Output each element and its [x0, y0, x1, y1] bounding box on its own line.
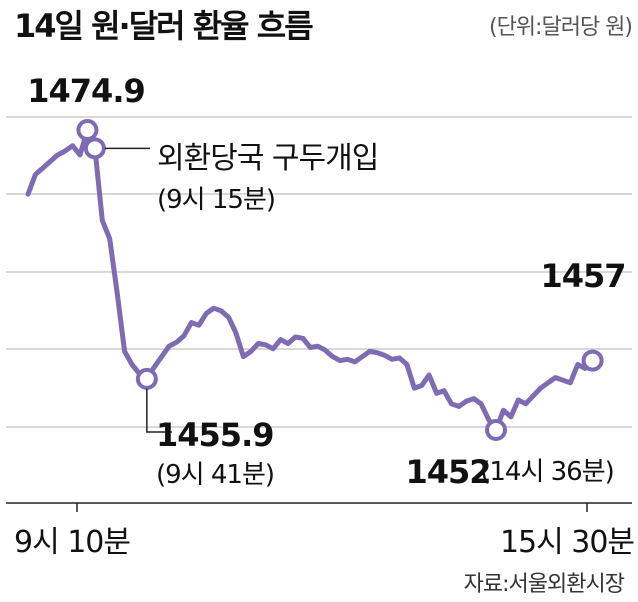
x-axis — [6, 502, 632, 512]
annotation-text: 외환당국 구두개입 — [157, 141, 378, 176]
unit-label: (단위:달러당 원) — [488, 15, 633, 40]
point-marker — [83, 137, 106, 160]
chart-title: 14일 원·달러 환율 흐름 — [14, 7, 314, 45]
data-label: 1457 — [540, 257, 625, 295]
x-tick-label: 15시 30분 — [500, 525, 634, 560]
data-label: 1452 — [405, 453, 490, 491]
point-marker — [135, 367, 158, 390]
series-line — [25, 127, 603, 433]
series-layer — [25, 127, 603, 433]
x-tick-label: 9시 10분 — [14, 525, 130, 560]
annotation-text: (14시 36분) — [480, 457, 614, 487]
point-marker — [76, 119, 99, 141]
source-label: 자료:서울외환시장 — [463, 572, 625, 597]
leader-line — [146, 388, 172, 433]
grid-lines — [6, 116, 632, 428]
annotation-text: (9시 15분) — [157, 185, 275, 215]
point-marker — [485, 419, 507, 441]
data-label: 1455.9 — [156, 416, 273, 454]
annotation-text: (9시 41분) — [156, 460, 274, 490]
x-tick-labels: 9시 10분 15시 30분 — [14, 525, 635, 560]
data-label: 1474.9 — [27, 72, 144, 110]
point-marker — [581, 349, 604, 372]
annotation-layer: 1474.9 외환당국 구두개입 (9시 15분) 1455.9 (9시 41분) 145… — [27, 72, 626, 491]
